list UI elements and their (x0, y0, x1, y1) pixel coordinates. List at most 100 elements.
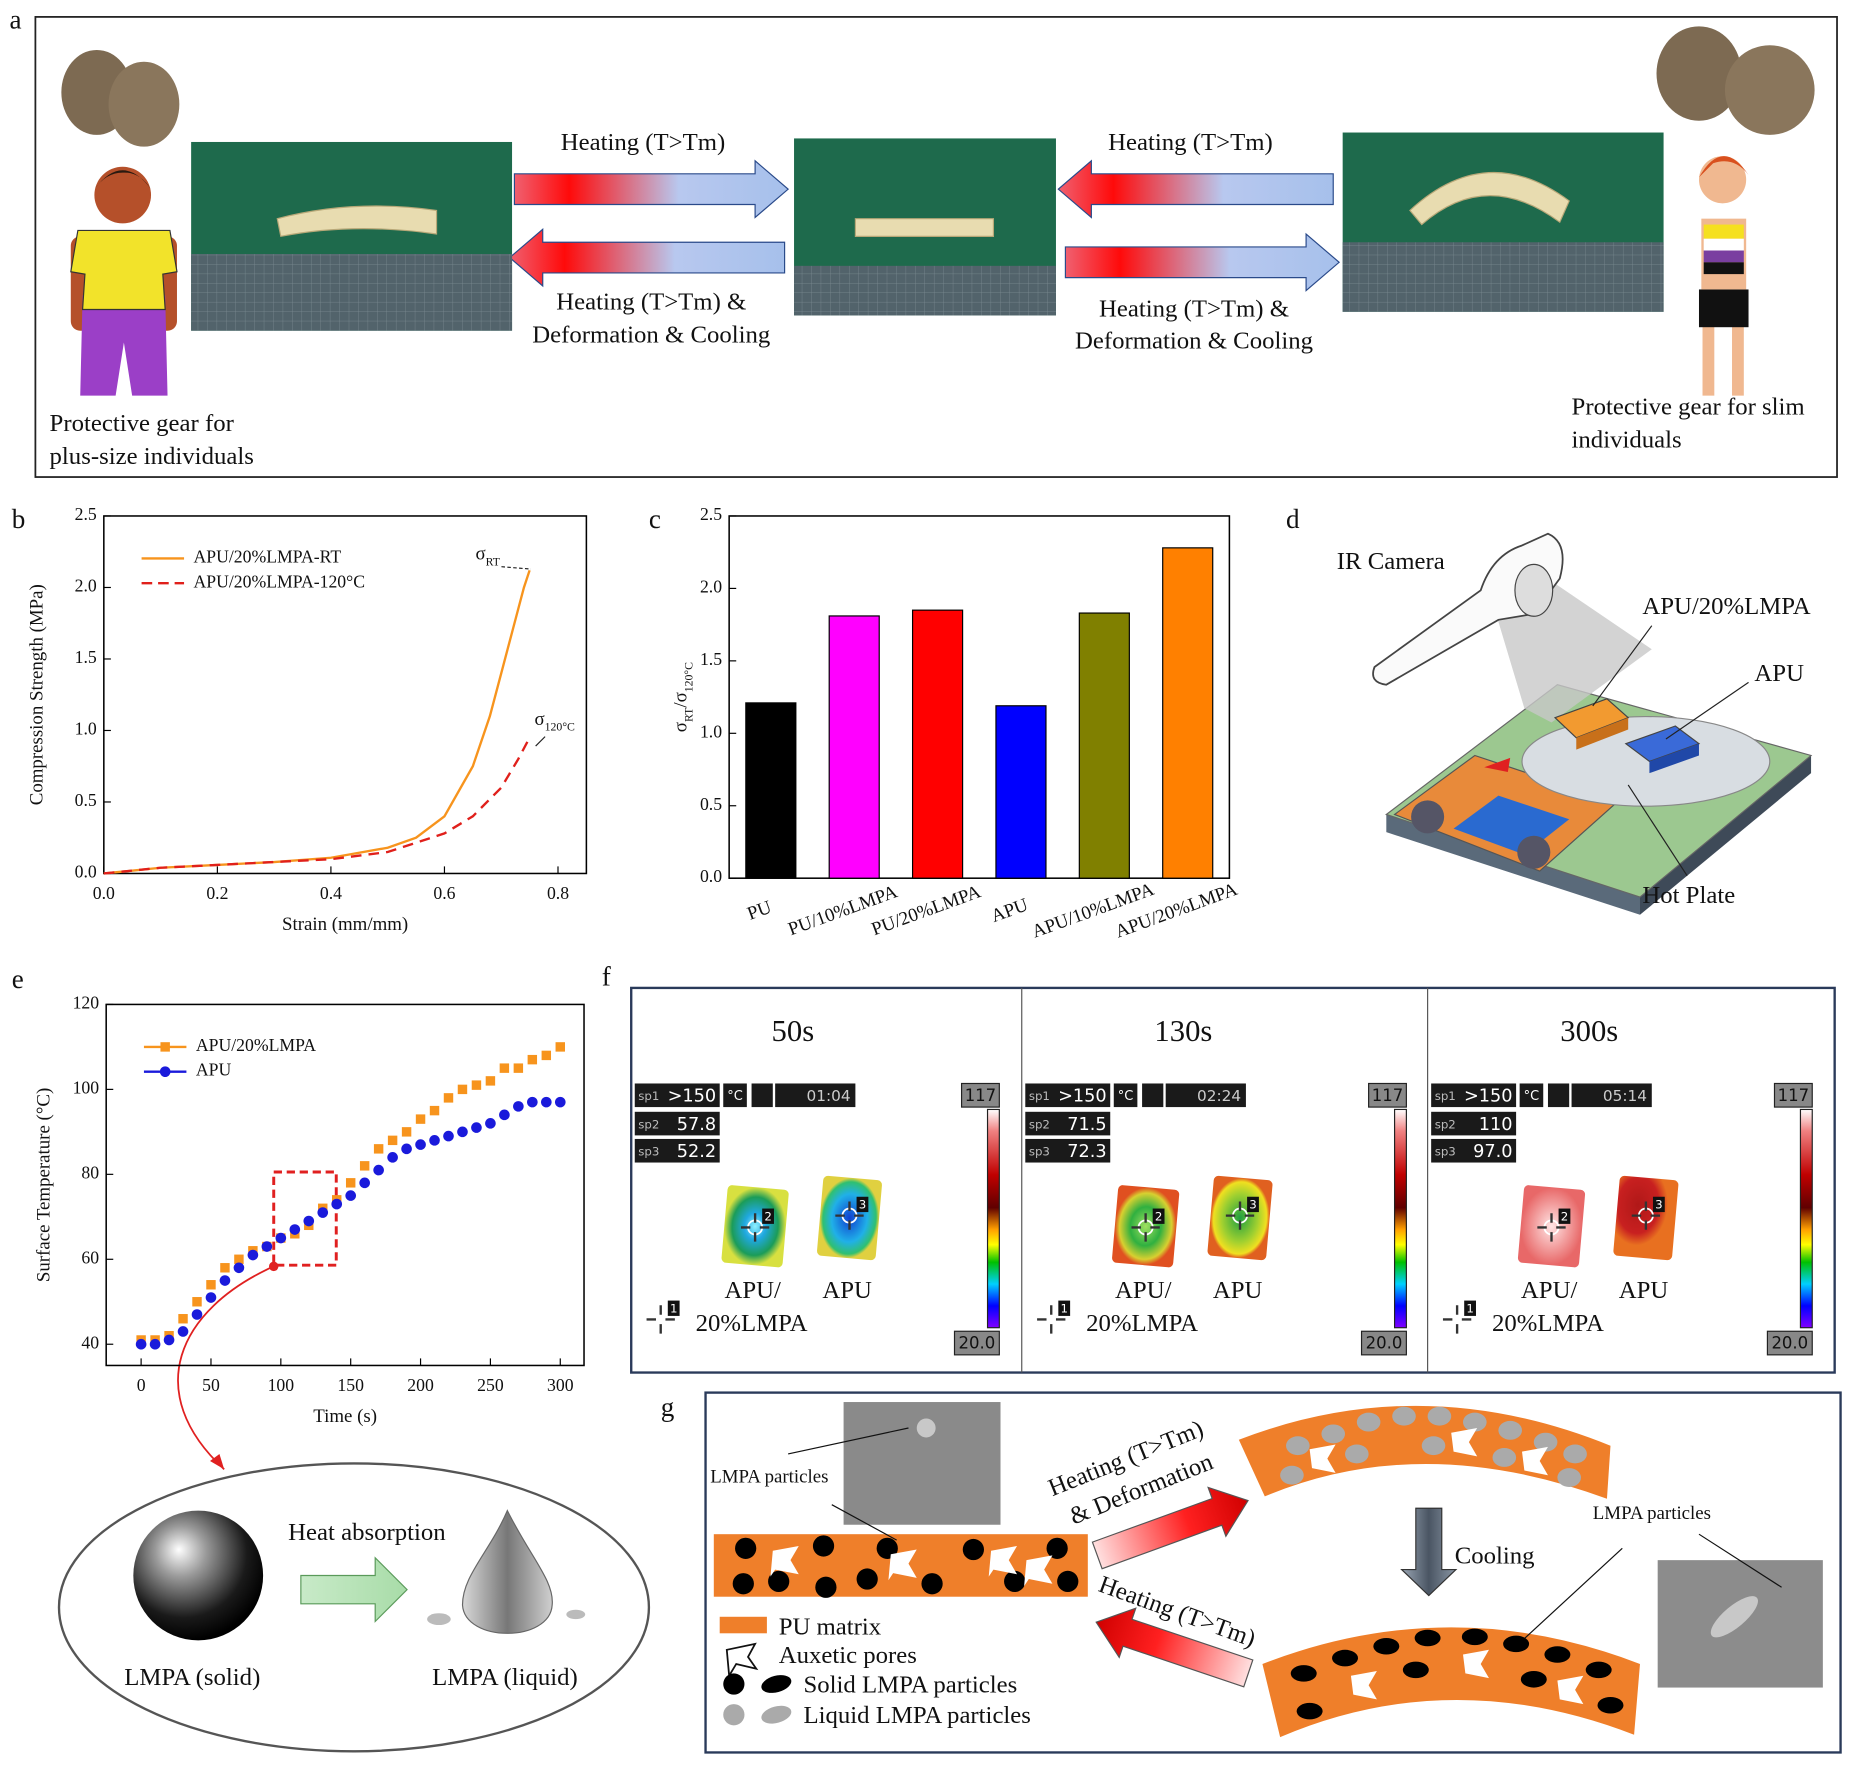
splash (427, 1613, 451, 1626)
clock: 02:24 (1197, 1087, 1241, 1105)
state-label: LMPA (solid) (124, 1664, 260, 1691)
thermal-frame: 50s sp1 >150 sp2 57.8 sp3 52.2 °C 01:04 117 20.0 2 3… (634, 1014, 1000, 1356)
auxetic-pore (770, 1545, 799, 1577)
person (1698, 289, 1749, 328)
crosshair-id: 1 (670, 1301, 678, 1315)
marker (387, 1152, 398, 1163)
readout-name: sp3 (1029, 1144, 1050, 1158)
sample-strip (854, 218, 995, 237)
liquid-particle (1286, 1436, 1310, 1456)
y-tick-label: 1.0 (700, 721, 722, 741)
bar (1162, 547, 1214, 879)
legend-label: APU/20%LMPA-120°C (193, 571, 365, 591)
readout-box (634, 1083, 720, 1108)
marker (443, 1093, 454, 1103)
readout-name: sp2 (1029, 1117, 1050, 1131)
x-tick-label: PU (745, 897, 775, 925)
leader-line (1627, 784, 1688, 877)
legend-label: Solid LMPA particles (803, 1671, 1017, 1698)
marker (163, 1334, 175, 1346)
callout: LMPA particles (710, 1466, 828, 1487)
solid-particle (735, 1537, 757, 1559)
y-tick-label: 120 (73, 992, 100, 1012)
panel-label: b (12, 504, 26, 534)
crosshair-id: 2 (1561, 1209, 1569, 1223)
crosshair (646, 1305, 675, 1334)
x-tick-label: 0.6 (433, 883, 455, 903)
arrow-shape (1091, 1486, 1249, 1570)
liquid-particle (1533, 1432, 1558, 1452)
sample-label: APU/ (1521, 1277, 1578, 1304)
sample-thermal (817, 1175, 882, 1261)
sample-thermal (721, 1185, 789, 1268)
y-tick-label: 0.0 (700, 866, 722, 886)
line (103, 569, 531, 875)
crosshair-id: 3 (1249, 1198, 1257, 1212)
cutting-mat (794, 265, 1056, 316)
marker (219, 1275, 231, 1286)
x-axis-label: Time (s) (313, 1406, 377, 1427)
knee-pad (1724, 45, 1815, 135)
color-scale (1799, 1108, 1813, 1329)
sample-block (1649, 743, 1699, 774)
person (1703, 224, 1744, 239)
frame-time: 300s (1560, 1014, 1618, 1048)
line (103, 737, 531, 875)
arrow (1064, 232, 1341, 292)
sem-particle (916, 1418, 936, 1438)
bar (1078, 612, 1130, 879)
x-tick-label: 0.2 (206, 883, 228, 903)
unit-box (1519, 1083, 1544, 1108)
liquid-particle (1421, 1436, 1446, 1456)
solid-particle (1373, 1638, 1400, 1655)
readout-value: >150 (1058, 1086, 1107, 1106)
legend-label: PU matrix (779, 1613, 882, 1640)
sem-particle (1710, 1596, 1758, 1638)
bar (745, 702, 797, 879)
marker (485, 1118, 496, 1129)
plot-frame (103, 515, 588, 875)
marker (247, 1249, 259, 1261)
highlight-box (272, 1170, 338, 1267)
frame-time: 130s (1154, 1014, 1212, 1048)
caption: Protective gear for (50, 410, 235, 437)
crosshair-tag (1652, 1196, 1665, 1213)
crosshair-tag (1247, 1196, 1259, 1213)
arrow-label: Deformation & Cooling (532, 322, 770, 349)
panel-label: f (602, 962, 612, 992)
x-tick-label: 100 (268, 1375, 295, 1395)
unit: °C (1524, 1089, 1540, 1104)
arrow-label: Heating (T>Tm) & (1099, 296, 1289, 323)
marker (373, 1144, 384, 1154)
solid-particle (732, 1573, 754, 1595)
marker (205, 1292, 217, 1303)
arrow-label: Heating (T>Tm) (1108, 129, 1273, 156)
crosshair-id: 2 (1155, 1209, 1163, 1223)
marker (359, 1177, 370, 1189)
readout-value: 52.2 (677, 1142, 716, 1162)
legend-marker (159, 1066, 171, 1077)
marker (443, 1130, 454, 1142)
solid-particle (815, 1576, 837, 1598)
marker (471, 1122, 482, 1133)
marker (261, 1241, 273, 1252)
marker (555, 1042, 565, 1052)
marker (345, 1190, 357, 1201)
crosshair-id: 1 (1466, 1301, 1474, 1315)
scale-max: 117 (1778, 1086, 1810, 1105)
marker (317, 1207, 329, 1218)
readout-value: 71.5 (1067, 1115, 1106, 1135)
cutting-mat (191, 254, 513, 331)
annotation: σRT (475, 544, 500, 569)
marker (149, 1338, 161, 1350)
pu-strip-cooled (1262, 1627, 1640, 1738)
unit: °C (1118, 1089, 1134, 1104)
legend-label: APU (196, 1060, 232, 1080)
legend-label: Liquid LMPA particles (803, 1702, 1030, 1729)
x-tick-label: 0.0 (93, 883, 115, 903)
marker (177, 1326, 189, 1337)
crosshair-tag (1152, 1208, 1165, 1224)
readout-value: 57.8 (677, 1115, 716, 1135)
crosshair (1225, 1201, 1255, 1230)
readout-box (1431, 1111, 1517, 1136)
